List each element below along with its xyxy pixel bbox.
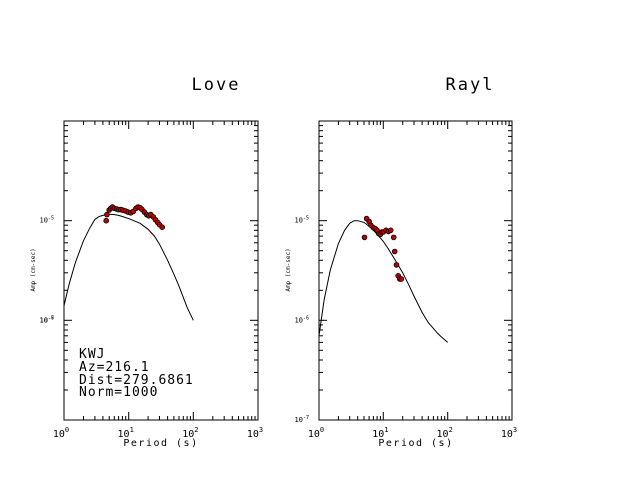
x-tick-base: 10 (501, 429, 513, 440)
x-tick-base: 10 (437, 429, 449, 440)
rayl-observed-point (398, 276, 405, 282)
y-tick-base: 10 (40, 217, 48, 225)
rayl-title: Rayl (446, 75, 495, 95)
x-tick-exponent: 2 (449, 426, 453, 434)
y-tick-label: 10-7 (40, 315, 54, 324)
x-tick-base: 10 (53, 429, 65, 440)
x-tick-exponent: 0 (65, 426, 69, 434)
x-tick-exponent: 3 (513, 426, 517, 434)
rayl-x-tick-labels: 100 101 102 103 (308, 426, 517, 440)
love-observed-point (159, 224, 166, 231)
rayl-x-axis-label: Period (s) (378, 438, 453, 449)
rayl-y-axis-label: Amp (cm-sec) (285, 248, 292, 291)
y-tick-label: 10-6 (295, 315, 309, 324)
x-tick-exponent: 0 (320, 426, 324, 434)
y-tick-label: 10-5 (40, 216, 54, 225)
rayl-observed-point (393, 262, 400, 268)
love-x-axis-label: Period (s) (123, 438, 198, 449)
rayl-observed-point (361, 234, 368, 241)
love-y-tick-labels: 10-510-610-7 (40, 216, 54, 325)
love-plot-frame (63, 120, 259, 421)
y-tick-base: 10 (295, 416, 303, 424)
x-tick-exponent: 2 (194, 426, 198, 434)
y-tick-base: 10 (40, 316, 48, 324)
x-tick-label: 101 (118, 426, 134, 440)
love-axis-ticks (63, 121, 258, 421)
y-tick-label: 10-6 (40, 315, 54, 324)
rayl-y-tick-labels: 10-510-610-7 (295, 216, 309, 424)
station-info: KWJ Az=216.1 Dist=279.6861 Norm=1000 (79, 347, 194, 400)
rayl-observed-point (387, 227, 394, 234)
x-tick-exponent: 1 (130, 426, 134, 434)
x-tick-exponent: 3 (259, 426, 263, 434)
rayl-observed-point (390, 234, 397, 241)
love-panel: Love 10-510-610-7 100 101 102 103 Amp (cm-s… (30, 75, 263, 449)
x-tick-base: 10 (118, 429, 130, 440)
rayl-model-curve (318, 220, 449, 343)
x-tick-base: 10 (308, 429, 320, 440)
x-tick-label: 100 (53, 426, 69, 440)
x-tick-label: 100 (308, 426, 324, 440)
rayl-axis-ticks (318, 121, 512, 421)
rayl-plot-frame (318, 120, 513, 421)
distance-label: Dist=279.6861 (79, 373, 194, 388)
y-tick-exponent: -5 (303, 216, 309, 222)
love-y-axis-label: Amp (cm-sec) (30, 248, 37, 291)
x-tick-label: 103 (247, 426, 263, 440)
rayl-plot-marks (318, 215, 449, 343)
x-tick-base: 10 (182, 429, 194, 440)
azimuth-label: Az=216.1 (79, 360, 150, 375)
y-tick-base: 10 (295, 217, 303, 225)
x-tick-label: 101 (372, 426, 388, 440)
rayl-observed-point (391, 248, 398, 255)
y-tick-label: 10-7 (295, 415, 309, 424)
y-tick-exponent: -5 (48, 216, 54, 222)
x-tick-exponent: 1 (384, 426, 388, 434)
y-tick-exponent: -7 (303, 415, 309, 421)
x-tick-label: 102 (437, 426, 453, 440)
y-tick-label: 10-5 (295, 216, 309, 225)
x-tick-label: 103 (501, 426, 517, 440)
x-tick-label: 102 (182, 426, 198, 440)
y-tick-exponent: -7 (48, 315, 54, 321)
love-observed-point (104, 211, 110, 218)
x-tick-base: 10 (247, 429, 259, 440)
rayl-panel: Rayl 10-510-610-7 100 101 102 103 Amp (cm-s… (285, 75, 517, 449)
love-plot-marks (63, 204, 194, 321)
y-tick-base: 10 (295, 316, 303, 324)
love-observed-point (103, 217, 109, 224)
norm-label: Norm=1000 (79, 385, 158, 400)
y-tick-exponent: -6 (303, 315, 309, 321)
x-tick-base: 10 (372, 429, 384, 440)
y-tick-exponent: -6 (48, 315, 54, 321)
love-model-curve (63, 213, 194, 321)
love-title: Love (192, 75, 241, 95)
station-code: KWJ (79, 347, 105, 362)
y-tick-base: 10 (40, 316, 48, 324)
love-x-tick-labels: 100 101 102 103 (53, 426, 263, 440)
